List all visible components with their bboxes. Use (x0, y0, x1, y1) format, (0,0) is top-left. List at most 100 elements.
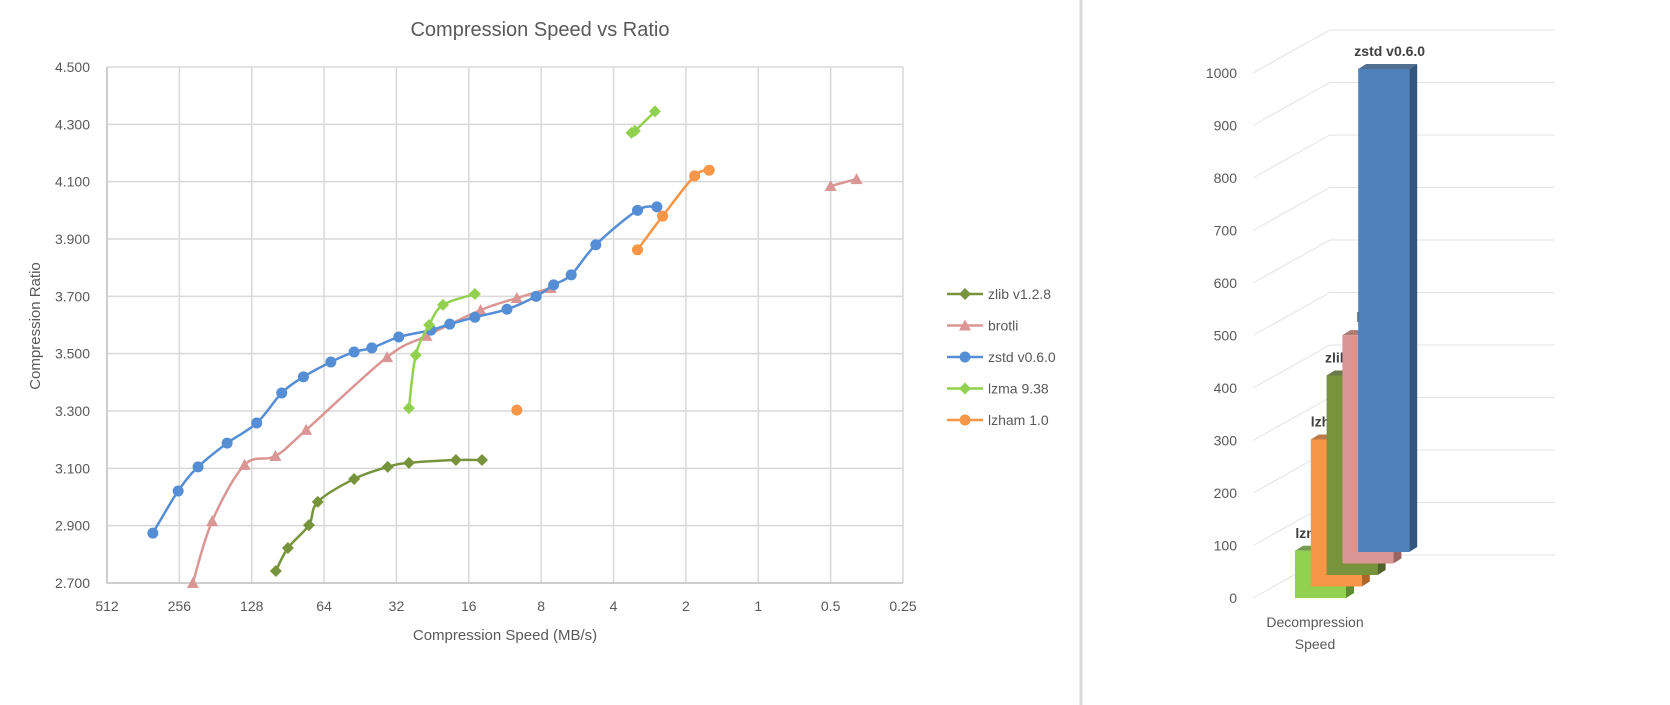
legend: zlib v1.2.8 brotli zstd v0.6.0 lzma 9.38 lzh… (947, 286, 1056, 428)
data-point (206, 515, 219, 527)
data-point (409, 349, 422, 362)
data-point (648, 105, 661, 118)
category-label-line1: Decompression (1266, 614, 1363, 630)
data-point (420, 329, 433, 341)
data-point (657, 210, 669, 222)
series-lzma-9-38 (402, 105, 661, 415)
y-tick-label: 100 (1214, 538, 1238, 554)
data-point (269, 564, 282, 577)
y-tick-label: 300 (1214, 433, 1238, 449)
y-tick-label: 700 (1214, 223, 1238, 239)
gridline (1252, 292, 1555, 336)
legend-label: lzham 1.0 (988, 412, 1049, 428)
legend-item: zstd v0.6.0 (947, 349, 1056, 365)
data-point (402, 456, 415, 469)
gridline (1252, 239, 1555, 284)
data-point (269, 450, 282, 462)
data-point (590, 239, 602, 251)
y-tick-label: 400 (1214, 380, 1238, 396)
legend-label: zlib v1.2.8 (988, 286, 1051, 302)
data-point (959, 382, 971, 395)
series-group (147, 105, 863, 588)
series-line (407, 292, 476, 409)
data-point (444, 318, 456, 330)
x-tick-label: 0.5 (821, 598, 841, 614)
data-point (348, 472, 361, 485)
category-label-line2: Speed (1295, 636, 1335, 652)
gridline (1252, 344, 1555, 389)
y-tick-label: 800 (1214, 170, 1238, 186)
x-tick-label: 0.25 (889, 598, 916, 614)
data-point (281, 542, 294, 555)
data-point (548, 279, 560, 291)
y-axis-title: Compression Ratio (27, 262, 44, 390)
data-point (238, 458, 251, 470)
x-tick-label: 512 (95, 598, 119, 614)
y-tick-label: 500 (1214, 328, 1238, 344)
bar-chart-3d: 0 100 200 300 400 500 600 700 800 900 1000 lzma 9.… (1206, 29, 1555, 652)
data-point (469, 311, 481, 323)
legend-item: brotli (947, 318, 1018, 334)
series-zstd-v0-6-0 (147, 201, 663, 539)
x-tick-label: 4 (610, 598, 618, 614)
data-point (959, 288, 971, 300)
x-tick-label: 256 (168, 598, 192, 614)
gridline (1252, 187, 1555, 231)
data-point (311, 495, 324, 508)
bar-face (1358, 69, 1410, 552)
y-tick-label: 2.700 (55, 575, 90, 591)
gridline (1252, 134, 1555, 179)
data-point (449, 454, 462, 467)
data-point (631, 204, 643, 216)
y-tick-label: 3.500 (55, 346, 90, 362)
x-tick-label: 2 (682, 598, 690, 614)
data-point (651, 201, 663, 213)
line-chart: Compression Speed vs Ratio 512 256 128 64 32… (27, 19, 1056, 644)
legend-item: zlib v1.2.8 (947, 286, 1051, 302)
data-point (959, 351, 971, 363)
bar-side (1409, 64, 1418, 552)
data-point (565, 269, 577, 281)
data-point (474, 304, 487, 316)
data-point (628, 124, 641, 137)
data-point (302, 519, 315, 532)
data-point (221, 437, 233, 449)
data-point (468, 288, 481, 301)
legend-label: zstd v0.6.0 (988, 349, 1056, 365)
x-tick-label: 128 (240, 598, 264, 614)
gridlines (106, 66, 904, 584)
data-point (423, 319, 436, 331)
data-point (959, 319, 971, 331)
x-tick-label: 8 (537, 598, 545, 614)
data-point (510, 292, 523, 304)
y-tick-label: 3.100 (55, 460, 90, 476)
data-point (276, 387, 288, 399)
legend-label: brotli (988, 318, 1018, 334)
y-tick-label: 0 (1229, 590, 1237, 606)
y-tick-label: 3.700 (55, 288, 90, 304)
data-point (631, 244, 643, 256)
x-tick-label: 16 (461, 598, 477, 614)
data-point (501, 303, 513, 315)
y-tick-label: 4.100 (55, 174, 90, 190)
data-point (476, 454, 489, 467)
y-tick-label: 1000 (1206, 65, 1237, 81)
data-point (192, 461, 204, 473)
y-tick-label: 600 (1214, 275, 1238, 291)
data-point (348, 346, 360, 358)
gridline (1252, 29, 1555, 74)
data-point (850, 173, 863, 185)
bar-top (1358, 64, 1418, 69)
y-tick-label: 900 (1214, 118, 1238, 134)
bar-zstd-v0-6-0: zstd v0.6.0 (1354, 43, 1425, 552)
data-point (251, 417, 263, 429)
y-tick-label: 3.300 (55, 403, 90, 419)
series-lzham-1-0 (511, 164, 715, 416)
x-tick-label: 64 (316, 598, 332, 614)
data-point (172, 485, 184, 497)
x-tick-label: 1 (754, 598, 762, 614)
bar-data-label: zstd v0.6.0 (1354, 43, 1425, 59)
legend-label: lzma 9.38 (988, 381, 1049, 397)
